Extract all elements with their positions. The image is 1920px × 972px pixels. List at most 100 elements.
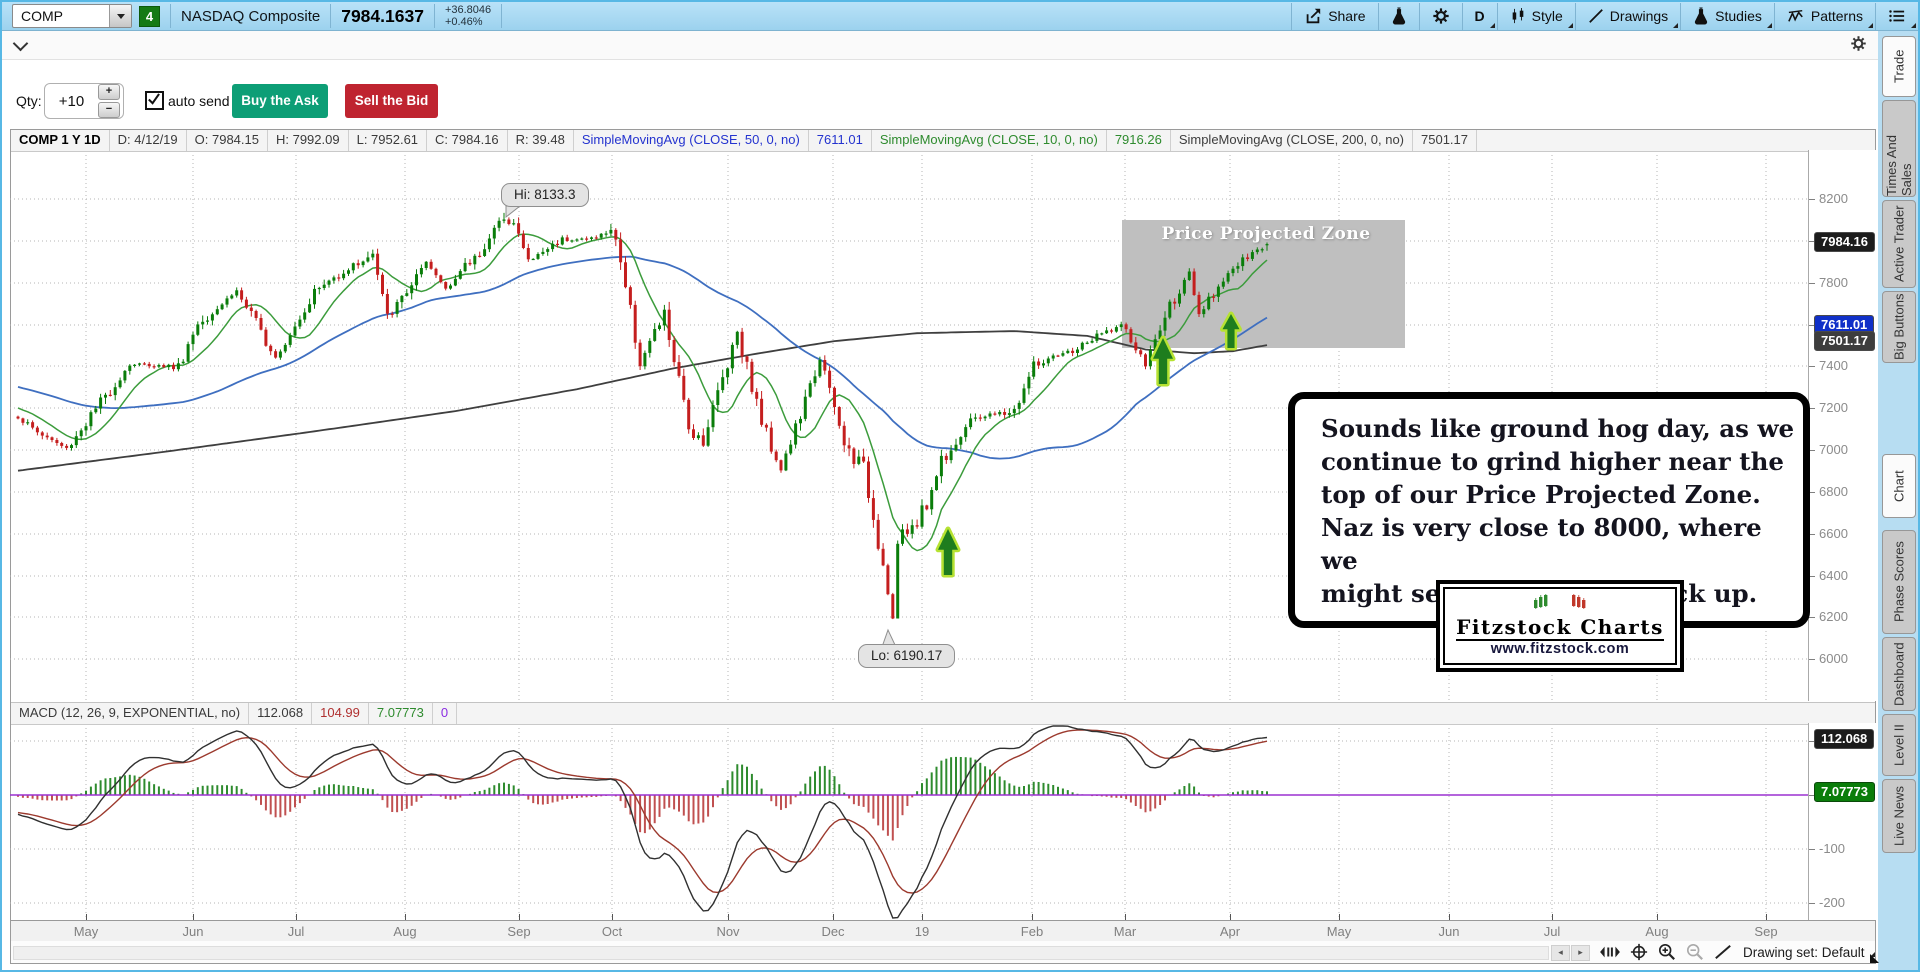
interval-button[interactable]: D: [1461, 2, 1497, 30]
time-axis-label: Sep: [1754, 924, 1778, 939]
fitzstock-logo: Fitzstock Charts www.fitzstock.com: [1436, 580, 1684, 672]
sidebar-tab-chart[interactable]: Chart: [1882, 454, 1916, 518]
quantity-increment-button[interactable]: +: [98, 84, 120, 100]
sell-the-bid-button[interactable]: Sell the Bid: [345, 84, 438, 118]
symbol-dropdown-button[interactable]: [109, 5, 131, 27]
style-button[interactable]: Style: [1496, 2, 1575, 30]
separator: [501, 4, 503, 28]
sidebar-tab-big-buttons[interactable]: Big Buttons: [1882, 291, 1916, 363]
axis-tick: [1809, 283, 1815, 284]
time-axis-label: Jun: [182, 924, 204, 939]
watchlist-link-badge[interactable]: 4: [139, 5, 160, 27]
gadget-tab-rail: Trade Times And Sales Active Trader Big But…: [1878, 30, 1918, 970]
time-axis-tick: [1339, 914, 1340, 920]
macd-badge: 7.07773: [1814, 782, 1875, 802]
time-axis-tick: [1552, 914, 1553, 920]
price-axis-label: 7400: [1819, 358, 1848, 373]
time-axis: May Jun Jul Aug Sep Oct Nov Dec 19 Feb Mar Apr May Ju…: [11, 914, 1875, 941]
header-cell: R: 39.48: [508, 130, 574, 151]
toolbar-buttons: Share D Style Drawings: [1291, 2, 1918, 30]
header-cell: SimpleMovingAvg (CLOSE, 10, 0, no): [872, 130, 1107, 151]
price-chart-header: COMP 1 Y 1D D: 4/12/19 O: 7984.15 H: 7992.0…: [11, 130, 1875, 152]
axis-tick: [1809, 576, 1815, 577]
collapse-chevron-icon[interactable]: [12, 35, 29, 52]
time-axis-label: Aug: [1645, 924, 1669, 939]
price-badge: 7611.01: [1814, 315, 1875, 335]
drawing-set-selector[interactable]: Drawing set: Default: [1743, 945, 1875, 960]
header-cell: L: 7952.61: [349, 130, 428, 151]
interval-label: D: [1474, 8, 1485, 24]
zoom-out-icon[interactable]: [1685, 943, 1705, 966]
auto-send-checkbox[interactable]: [145, 91, 164, 110]
header-cell: 7611.01: [809, 130, 872, 151]
sidebar-tab-level-ii[interactable]: Level II: [1882, 714, 1916, 776]
axis-tick: [1809, 795, 1815, 796]
axis-tick: [1809, 534, 1815, 535]
price-axis-label: 7000: [1819, 442, 1848, 457]
quantity-stepper[interactable]: +10 + −: [44, 83, 124, 119]
price-projected-zone-label: Price Projected Zone: [1161, 224, 1371, 244]
dropdown-arrow-icon: [116, 13, 125, 19]
patterns-button[interactable]: Patterns: [1773, 2, 1875, 30]
symbol-input[interactable]: COMP: [21, 8, 63, 24]
header-cell: D: 4/12/19: [110, 130, 187, 151]
logo-title: Fitzstock Charts: [1456, 615, 1664, 641]
trendline-icon: [1588, 8, 1604, 24]
last-price: 7984.1637: [341, 5, 424, 26]
annotation-line: continue to grind higher near the: [1321, 447, 1784, 476]
header-cell: C: 7984.16: [427, 130, 508, 151]
sidebar-tab-trade[interactable]: Trade: [1882, 36, 1916, 97]
header-cell: 0: [433, 703, 458, 724]
time-axis-tick: [728, 914, 729, 920]
analyze-button[interactable]: [1377, 2, 1419, 30]
header-cell: 104.99: [312, 703, 369, 724]
studies-button[interactable]: Studies: [1680, 2, 1774, 30]
header-cell: O: 7984.15: [187, 130, 268, 151]
sidebar-tab-times-and-sales[interactable]: Times And Sales: [1882, 100, 1916, 197]
sidebar-tab-phase-scores[interactable]: Phase Scores: [1882, 530, 1916, 634]
price-badge: 7501.17: [1814, 331, 1875, 351]
gear-icon: [1432, 7, 1450, 25]
sidebar-tab-dashboard[interactable]: Dashboard: [1882, 637, 1916, 711]
axis-tick: [1809, 450, 1815, 451]
sidebar-tab-live-news[interactable]: Live News: [1882, 779, 1916, 853]
axis-tick: [1809, 617, 1815, 618]
pan-icon[interactable]: [1599, 943, 1621, 966]
separator: [433, 4, 435, 28]
time-axis-tick: [1230, 914, 1231, 920]
share-button[interactable]: Share: [1291, 2, 1377, 30]
crosshair-icon[interactable]: [1629, 943, 1649, 966]
chart-settings-button[interactable]: [1418, 2, 1462, 30]
scroll-left-button[interactable]: ◂: [1551, 945, 1570, 961]
high-marker-label: Hi: 8133.3: [501, 183, 589, 207]
quantity-decrement-button[interactable]: −: [98, 102, 120, 118]
chart-menu-button[interactable]: [1875, 2, 1918, 30]
flask-icon: [1391, 7, 1407, 25]
symbol-name: NASDAQ Composite: [181, 7, 321, 25]
time-axis-tick: [1032, 914, 1033, 920]
price-axis-label: 6000: [1819, 651, 1848, 666]
panel-gear-icon[interactable]: [1850, 35, 1867, 57]
corner-triangle-icon: [1868, 22, 1873, 28]
header-cell: MACD (12, 26, 9, EXPONENTIAL, no): [11, 703, 250, 724]
chart-scrollbar[interactable]: [13, 946, 1549, 960]
symbol-combo[interactable]: COMP: [12, 4, 132, 28]
axis-tick: [1809, 741, 1815, 742]
buy-the-ask-button[interactable]: Buy the Ask: [232, 84, 328, 118]
gadget-header-row: [2, 30, 1878, 60]
zoom-in-icon[interactable]: [1657, 943, 1677, 966]
time-axis-label: Dec: [821, 924, 845, 939]
sidebar-tab-active-trader[interactable]: Active Trader: [1882, 200, 1916, 288]
annotation-line: Sounds like ground hog day, as we: [1321, 414, 1795, 443]
share-icon: [1304, 7, 1322, 25]
scroll-right-button[interactable]: ▸: [1571, 945, 1590, 961]
low-marker-label: Lo: 6190.17: [858, 644, 956, 668]
time-axis-label: May: [1326, 924, 1352, 939]
quantity-value[interactable]: +10: [58, 92, 85, 110]
flask-icon: [1693, 7, 1709, 25]
drawings-button[interactable]: Drawings: [1574, 2, 1680, 30]
share-label: Share: [1328, 8, 1366, 24]
drawing-line-icon[interactable]: [1713, 943, 1733, 966]
style-label: Style: [1531, 8, 1563, 24]
resize-handle[interactable]: [1870, 954, 1879, 963]
